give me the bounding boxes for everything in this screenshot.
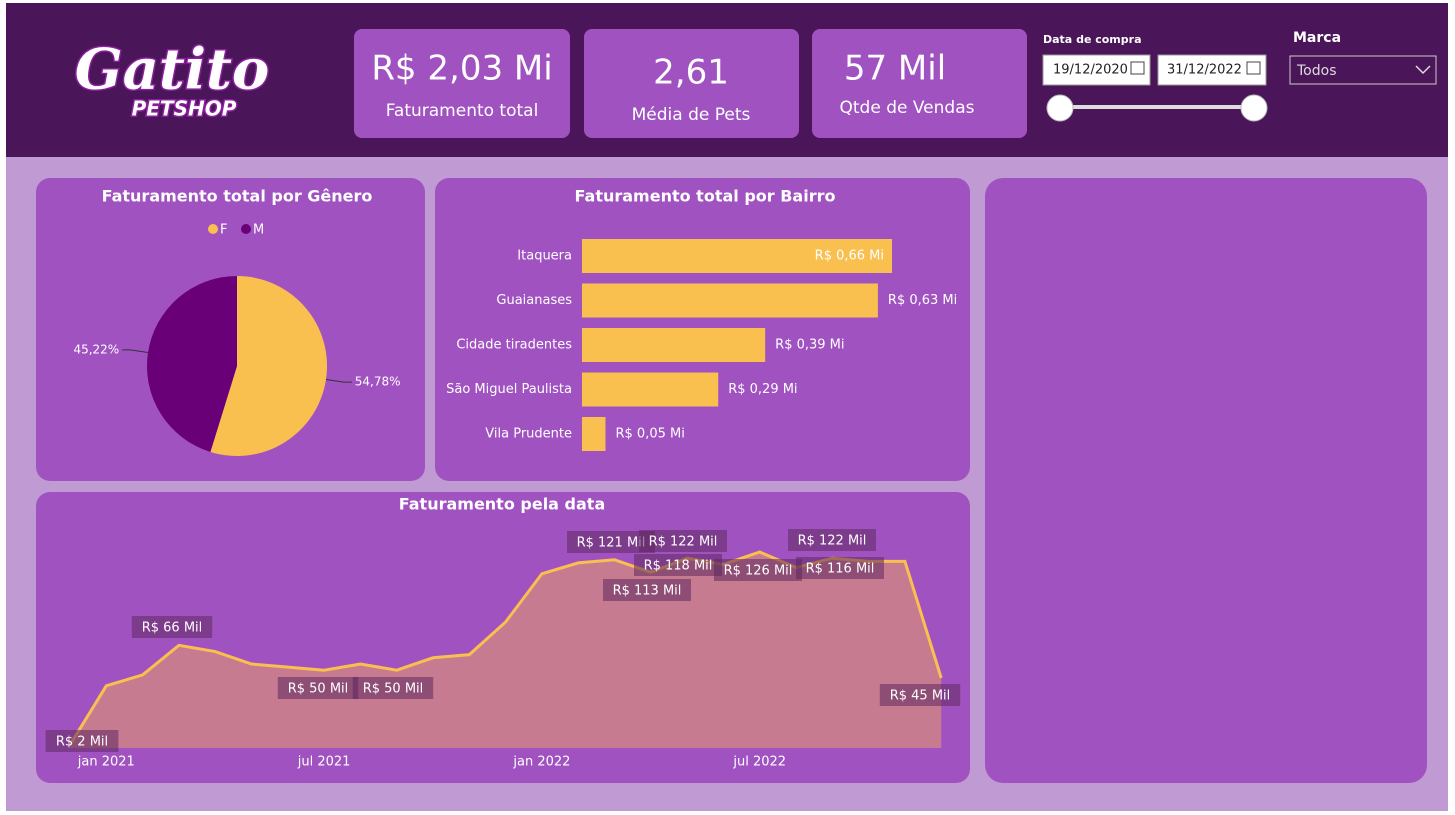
data-label-box: [788, 529, 876, 551]
data-label-box: [567, 531, 655, 553]
data-label: R$ 0,66 Mi: [815, 249, 884, 264]
category-label: Itaquera: [517, 249, 572, 264]
data-label: R$ 0,05 Mi: [615, 427, 684, 442]
leader-line: [122, 349, 149, 354]
brand-filter-label: Marca: [1293, 30, 1341, 46]
legend-swatch: [241, 224, 251, 234]
chart-title: Faturamento total por Bairro: [575, 187, 836, 206]
data-label: R$ 122 Mil: [798, 534, 867, 549]
data-label-box: [131, 616, 213, 638]
x-tick-label: jul 2021: [297, 755, 351, 770]
kpi-label: Média de Pets: [632, 105, 751, 125]
bar: [582, 372, 719, 407]
data-label: R$ 50 Mil: [288, 682, 349, 697]
category-label: Vila Prudente: [485, 427, 572, 442]
chart-title: Faturamento total por Gênero: [102, 187, 373, 206]
bar: [582, 283, 878, 318]
kpi-value: 57 Mil: [844, 49, 946, 89]
date-start-box[interactable]: [1042, 54, 1151, 86]
slider-knob[interactable]: [1046, 94, 1074, 122]
data-label: R$ 126 Mil: [724, 564, 793, 579]
data-label-box: [796, 557, 884, 579]
data-label-box: [603, 579, 691, 601]
data-label-box: [352, 677, 434, 699]
date-end-box[interactable]: [1157, 54, 1267, 86]
data-label: R$ 116 Mil: [806, 562, 875, 577]
panel: [985, 178, 1427, 783]
data-label: R$ 122 Mil: [649, 535, 718, 550]
data-label-box: [714, 559, 802, 581]
bar: [582, 417, 606, 451]
pie-slice: [210, 276, 327, 456]
date-start[interactable]: 19/12/2020: [1053, 63, 1128, 78]
data-label: R$ 121 Mil: [577, 536, 646, 551]
data-label-box: [45, 730, 119, 752]
x-tick-label: jul 2022: [732, 755, 786, 770]
dropdown-chevron[interactable]: [1415, 65, 1431, 75]
brand-dropdown[interactable]: [1289, 55, 1437, 85]
date-end[interactable]: 31/12/2022: [1167, 63, 1242, 78]
legend-label: F: [220, 223, 227, 238]
kpi-card: [584, 29, 799, 138]
category-label: Guaianases: [496, 293, 572, 308]
kpi-card: [354, 29, 570, 138]
logo-tagline: PETSHOP: [132, 97, 237, 121]
x-tick-label: jan 2022: [512, 755, 570, 770]
data-label: R$ 0,29 Mi: [728, 382, 797, 397]
bar: [582, 328, 766, 362]
data-label-box: [277, 677, 359, 699]
data-label-box: [639, 530, 727, 552]
date-filter-label: Data de compra: [1043, 33, 1142, 46]
legend-label: M: [253, 223, 264, 238]
x-tick-label: jan 2021: [77, 755, 135, 770]
data-label-box: [879, 684, 961, 706]
data-label: R$ 0,39 Mi: [775, 338, 844, 353]
legend-swatch: [208, 224, 218, 234]
kpi-value: 2,61: [653, 53, 729, 93]
data-label: R$ 113 Mil: [613, 584, 682, 599]
chart-title: Faturamento pela data: [399, 495, 606, 514]
data-label: R$ 66 Mil: [142, 621, 203, 636]
calendar-icon[interactable]: [1130, 61, 1145, 75]
leader-line: [325, 378, 352, 383]
data-label: R$ 118 Mil: [644, 559, 713, 574]
kpi-value: R$ 2,03 Mi: [371, 49, 552, 89]
data-label: 45,22%: [73, 342, 119, 356]
calendar-icon[interactable]: [1246, 61, 1261, 75]
logo-name: Gatito: [75, 37, 269, 103]
kpi-label: Qtde de Vendas: [840, 98, 975, 118]
pie-slice: [146, 276, 237, 452]
data-label: R$ 0,63 Mi: [888, 293, 957, 308]
data-label: R$ 50 Mil: [363, 682, 424, 697]
slider-knob[interactable]: [1240, 94, 1268, 122]
category-label: São Miguel Paulista: [446, 382, 572, 397]
data-label-box: [634, 554, 722, 576]
data-label: R$ 45 Mil: [890, 689, 951, 704]
data-label: R$ 2 Mil: [56, 735, 108, 750]
data-label: 54,78%: [355, 375, 401, 389]
brand-value[interactable]: Todos: [1296, 63, 1336, 79]
category-label: Cidade tiradentes: [456, 338, 572, 353]
kpi-label: Faturamento total: [386, 101, 539, 121]
bar: [582, 239, 892, 273]
kpi-card: [812, 29, 1027, 138]
